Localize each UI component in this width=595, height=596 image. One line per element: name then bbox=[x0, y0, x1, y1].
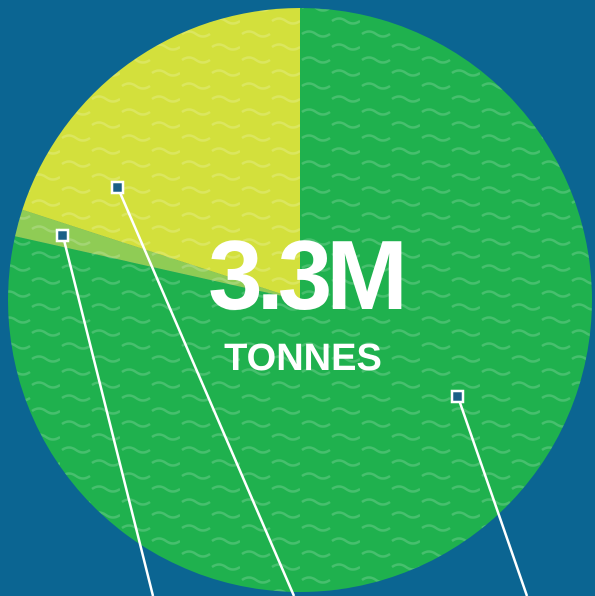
leader-lines bbox=[55, 180, 529, 596]
total-unit: TONNES bbox=[224, 337, 382, 379]
leader-dot bbox=[110, 180, 125, 195]
leader-dot bbox=[55, 228, 70, 243]
leader-line bbox=[116, 187, 296, 596]
total-value: 3.3M bbox=[208, 220, 402, 330]
leader-line bbox=[456, 396, 529, 596]
leader-dot bbox=[450, 389, 465, 404]
leader-line bbox=[61, 235, 155, 596]
